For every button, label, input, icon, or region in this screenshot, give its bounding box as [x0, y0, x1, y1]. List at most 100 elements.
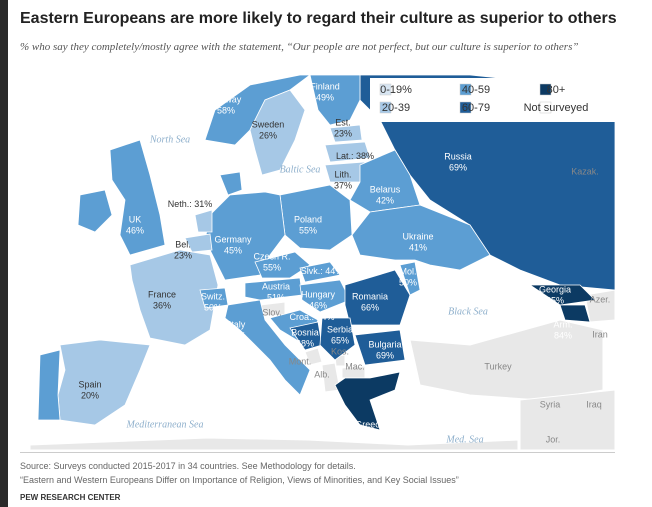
country-value: 55% — [299, 225, 317, 235]
legend-swatch — [379, 83, 392, 96]
land — [519, 389, 616, 451]
country-value: 42% — [376, 195, 394, 205]
country-value: 31% — [194, 199, 212, 209]
country-name: Finland — [310, 81, 340, 91]
country-name: Est. — [335, 117, 351, 127]
note: “Eastern and Western Europeans Differ on… — [20, 475, 459, 485]
country-value: 69% — [449, 162, 467, 172]
country-value: 36% — [153, 300, 171, 310]
land — [409, 319, 604, 401]
legend-label: 60-79 — [462, 102, 490, 114]
country-name: Bosnia — [291, 327, 319, 337]
country-value: 85% — [546, 295, 564, 305]
map: Russia69%Finland49%Norway58%Sweden26%Est… — [8, 68, 620, 451]
country — [77, 189, 113, 233]
country-name: Lat.: — [336, 151, 354, 161]
country-name: Mol. — [399, 266, 416, 276]
country-name: Romania — [352, 291, 388, 301]
country-name: Serbia — [327, 324, 353, 334]
legend-label: 20-39 — [382, 102, 410, 114]
country-name: Lith. — [334, 169, 351, 179]
sea-label: Med. Sea — [445, 434, 483, 445]
country-value: 66% — [361, 302, 379, 312]
country-name: Georgia — [539, 284, 571, 294]
country — [299, 261, 341, 283]
country-name: Greece — [355, 419, 385, 429]
country-value: 44% — [325, 266, 343, 276]
sea-label: Mediterranean Sea — [126, 419, 204, 430]
country-value: 45% — [224, 245, 242, 255]
legend-swatch — [539, 101, 552, 114]
legend-label: 80+ — [547, 84, 566, 96]
country-name: Portugal — [18, 304, 52, 314]
country-value: 46% — [309, 300, 327, 310]
place-label: Iraq — [586, 399, 602, 409]
country-value: 20% — [81, 390, 99, 400]
country-value: 47% — [228, 330, 246, 340]
country — [37, 349, 61, 421]
country — [244, 277, 303, 301]
country-name: France — [148, 289, 176, 299]
country-value: 89% — [361, 430, 379, 440]
country — [354, 329, 406, 366]
country-value: 69% — [376, 350, 394, 360]
country-value: 58% — [217, 105, 235, 115]
country-label: Neth.: 31% — [168, 199, 213, 209]
place-label: Mac. — [345, 361, 365, 371]
country-value: 49% — [316, 92, 334, 102]
country-name: Croa.: — [289, 312, 314, 322]
country-name: Italy — [229, 319, 246, 329]
country — [57, 339, 151, 426]
country — [334, 371, 401, 431]
country — [329, 124, 363, 143]
credit: PEW RESEARCH CENTER — [20, 493, 121, 502]
land — [304, 347, 323, 366]
country-value: 50% — [399, 277, 417, 287]
country-value: 23% — [334, 128, 352, 138]
country-name: Neth.: — [168, 199, 192, 209]
place-label: Iran — [592, 329, 608, 339]
country — [109, 139, 166, 256]
country-name: Germany — [214, 234, 252, 244]
country-value: 44% — [317, 312, 335, 322]
legend-label: 0-19% — [380, 84, 412, 96]
country-name: Norway — [211, 94, 242, 104]
country — [319, 317, 356, 361]
country-value: 37% — [334, 180, 352, 190]
country-value: 38% — [356, 151, 374, 161]
sea-label: Black Sea — [448, 306, 488, 317]
place-label: Alb. — [314, 369, 330, 379]
country-label: Lat.: 38% — [336, 151, 374, 161]
country-name: Belarus — [370, 184, 401, 194]
country-name: Austria — [262, 281, 290, 291]
country-value: 65% — [331, 335, 349, 345]
legend-box — [370, 78, 615, 122]
title: Eastern Europeans are more likely to reg… — [20, 10, 617, 27]
country — [279, 184, 353, 251]
country-value: 26% — [259, 130, 277, 140]
country-name: Poland — [294, 214, 322, 224]
country-name: Slvk.: — [301, 266, 323, 276]
country — [309, 74, 361, 126]
country-name: Sweden — [252, 119, 285, 129]
legend-label: Not surveyed — [524, 102, 589, 114]
country — [184, 233, 213, 253]
country — [194, 209, 213, 233]
country-value: 44% — [181, 178, 199, 188]
country — [224, 299, 311, 396]
land — [29, 437, 519, 451]
place-label: Slov. — [262, 307, 281, 317]
legend-label: 40-59 — [462, 84, 490, 96]
country — [129, 249, 219, 346]
country-name: UK — [129, 214, 142, 224]
country — [249, 89, 306, 176]
country-label: Croa.: 44% — [289, 312, 334, 322]
country-name: Czech R. — [253, 251, 290, 261]
place-label: Turkey — [484, 361, 512, 371]
side-strip — [0, 0, 8, 507]
country — [299, 279, 351, 313]
country-name: Ukraine — [402, 231, 433, 241]
place-label: Mont. — [289, 356, 312, 366]
country-value: 41% — [409, 242, 427, 252]
